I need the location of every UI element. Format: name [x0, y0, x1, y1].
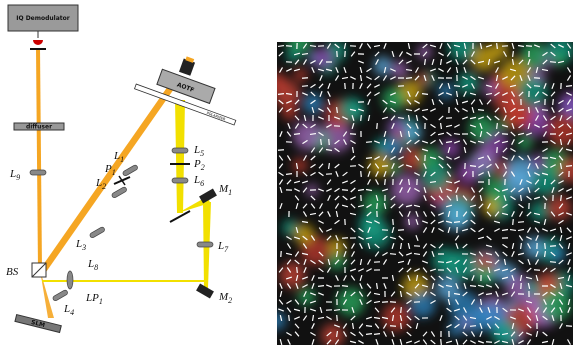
slm-label: SLM	[30, 319, 45, 329]
lens-label: L4	[63, 303, 74, 317]
figure: IQ Demodulator diffuser L9 BS SLM	[0, 0, 578, 349]
lens-label: L8	[87, 258, 98, 272]
beam	[38, 48, 40, 270]
lens-label: L7	[217, 240, 229, 254]
camera	[179, 56, 196, 76]
lens-label: L9	[9, 168, 20, 182]
orientation-field-image	[267, 30, 578, 347]
mirror-label: M1	[218, 183, 232, 197]
detector	[33, 40, 43, 45]
beam	[175, 100, 185, 213]
slm: SLM	[15, 315, 61, 333]
beam	[36, 76, 183, 275]
bs-label: BS	[6, 266, 19, 278]
polarizer-strip-label: POLARIZER	[206, 111, 227, 122]
mirror-label: M2	[218, 291, 232, 305]
polarizer-label: LP1	[85, 292, 103, 306]
lens	[30, 170, 46, 175]
polarizer-label: P2	[193, 158, 205, 172]
iq-demodulator-label: IQ Demodulator	[16, 15, 70, 22]
lens-label: L3	[75, 238, 86, 252]
lens-label: L5	[193, 144, 204, 158]
optical-setup: IQ Demodulator diffuser L9 BS SLM	[6, 5, 236, 333]
lens-label: L6	[193, 174, 204, 188]
diffuser-label: diffuser	[26, 124, 52, 131]
